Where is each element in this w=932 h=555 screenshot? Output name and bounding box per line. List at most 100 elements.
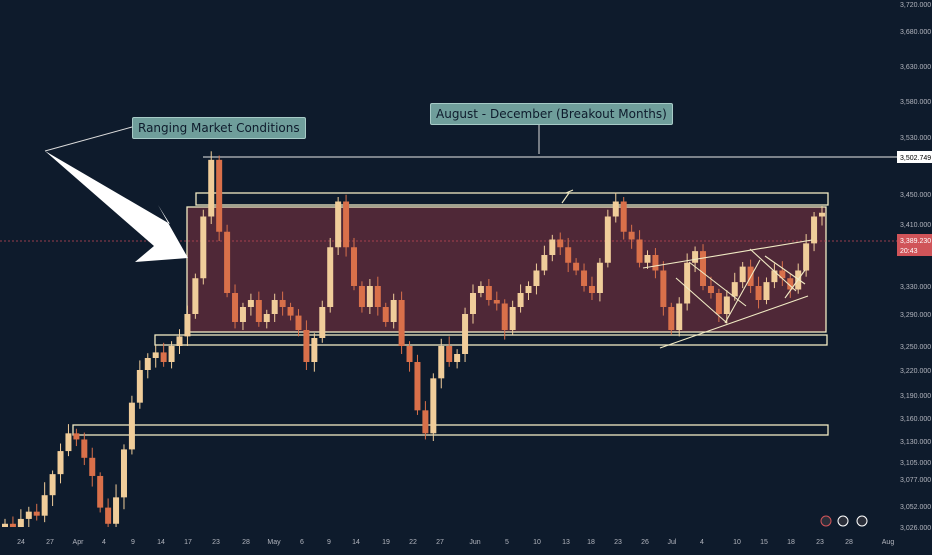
pattern-line[interactable] <box>724 259 761 324</box>
candle-body <box>366 286 373 307</box>
candle-body <box>525 286 532 293</box>
candle-body <box>811 216 818 244</box>
candle-body <box>454 354 461 362</box>
pattern-line[interactable] <box>675 277 728 324</box>
candle-body <box>422 410 429 434</box>
x-tick-label: 9 <box>131 539 135 546</box>
pattern-line[interactable] <box>749 248 797 292</box>
candle-body <box>501 303 508 330</box>
x-axis-panel <box>0 532 897 550</box>
x-tick-label: 18 <box>787 539 795 546</box>
candle-body <box>469 293 476 314</box>
current-price-text: 3,389.230 <box>900 238 931 245</box>
lower-support-zone[interactable] <box>72 424 829 436</box>
candle-body <box>9 523 16 527</box>
candle-body <box>279 300 286 307</box>
x-tick-label: 10 <box>733 539 741 546</box>
x-tick-label: Jul <box>668 539 677 546</box>
candle-body <box>715 293 722 314</box>
pattern-line[interactable] <box>561 192 570 204</box>
candle-body <box>343 201 350 248</box>
x-tick-label: 4 <box>102 539 106 546</box>
y-tick-label: 3,680.000 <box>900 29 931 36</box>
candle-body <box>628 231 635 240</box>
candle-body <box>390 300 397 322</box>
y-tick-label: 3,026.000 <box>900 525 931 532</box>
arrow-shape[interactable] <box>45 151 188 262</box>
x-tick-label: 26 <box>641 539 649 546</box>
lightning-icon[interactable] <box>820 515 832 527</box>
x-tick-label: 18 <box>587 539 595 546</box>
candle-body <box>247 300 254 307</box>
x-tick-label: 13 <box>562 539 570 546</box>
candle-body <box>549 239 556 255</box>
candle-body <box>517 293 524 307</box>
candle-body <box>73 433 80 440</box>
y-tick-label: 3,410.000 <box>900 222 931 229</box>
x-tick-label: 24 <box>17 539 25 546</box>
resistance-zone[interactable] <box>195 192 829 206</box>
candle-body <box>557 239 564 248</box>
candle-body <box>120 449 127 498</box>
candle-body <box>382 307 389 322</box>
x-tick-label: May <box>267 539 281 546</box>
candle-body <box>731 282 738 297</box>
y-tick-label: 3,630.000 <box>900 64 931 71</box>
x-tick-label: 27 <box>46 539 54 546</box>
upper-trendline[interactable] <box>642 239 813 269</box>
candle-body <box>684 262 691 304</box>
candle-body <box>184 314 191 337</box>
y-tick-label: 3,250.000 <box>900 344 931 351</box>
candle-body <box>113 497 120 524</box>
candle-body <box>636 239 643 263</box>
candle-body <box>477 286 484 293</box>
candle-body <box>358 286 365 307</box>
candle-body <box>239 307 246 322</box>
y-tick-label: 3,052.000 <box>900 504 931 511</box>
candle-body <box>803 243 810 271</box>
candle-body <box>763 282 770 300</box>
x-tick-label: 9 <box>327 539 331 546</box>
candle-body <box>57 451 64 475</box>
candle-body <box>81 439 88 458</box>
y-tick-label: 3,290.000 <box>900 312 931 319</box>
price-label-text: 3,502.749 <box>900 155 931 162</box>
candle-body <box>509 307 516 330</box>
pattern-line[interactable] <box>784 269 806 299</box>
candle-body <box>700 251 707 286</box>
pattern-line[interactable] <box>565 189 574 194</box>
flag-icon[interactable] <box>837 515 849 527</box>
candle-body <box>493 300 500 304</box>
ranging-callout: Ranging Market Conditions <box>132 117 306 139</box>
candle-body <box>89 457 96 476</box>
pattern-line[interactable] <box>688 261 747 307</box>
candle-body <box>224 231 231 293</box>
candle-body <box>49 474 56 496</box>
candle-body <box>398 300 405 346</box>
candle-body <box>652 255 659 271</box>
candle-body <box>430 378 437 434</box>
candle-body <box>771 270 778 283</box>
candle-body <box>787 278 794 290</box>
flag-icon[interactable] <box>856 515 868 527</box>
current-price-badge <box>897 234 932 256</box>
x-tick-label: 10 <box>533 539 541 546</box>
x-tick-label: 28 <box>242 539 250 546</box>
x-tick-label: 19 <box>382 539 390 546</box>
candle-body <box>573 262 580 271</box>
x-tick-label: 5 <box>505 539 509 546</box>
candle-body <box>144 358 151 370</box>
y-tick-label: 3,105.000 <box>900 460 931 467</box>
candle-body <box>739 266 746 283</box>
lower-trendline[interactable] <box>659 295 809 349</box>
y-tick-label: 3,530.000 <box>900 135 931 142</box>
y-axis-panel <box>897 0 932 550</box>
x-tick-label: 14 <box>157 539 165 546</box>
x-tick-label: 27 <box>436 539 444 546</box>
x-tick-label: 22 <box>409 539 417 546</box>
candle-body <box>565 247 572 263</box>
candle-body <box>351 247 358 286</box>
support-zone[interactable] <box>154 334 828 346</box>
